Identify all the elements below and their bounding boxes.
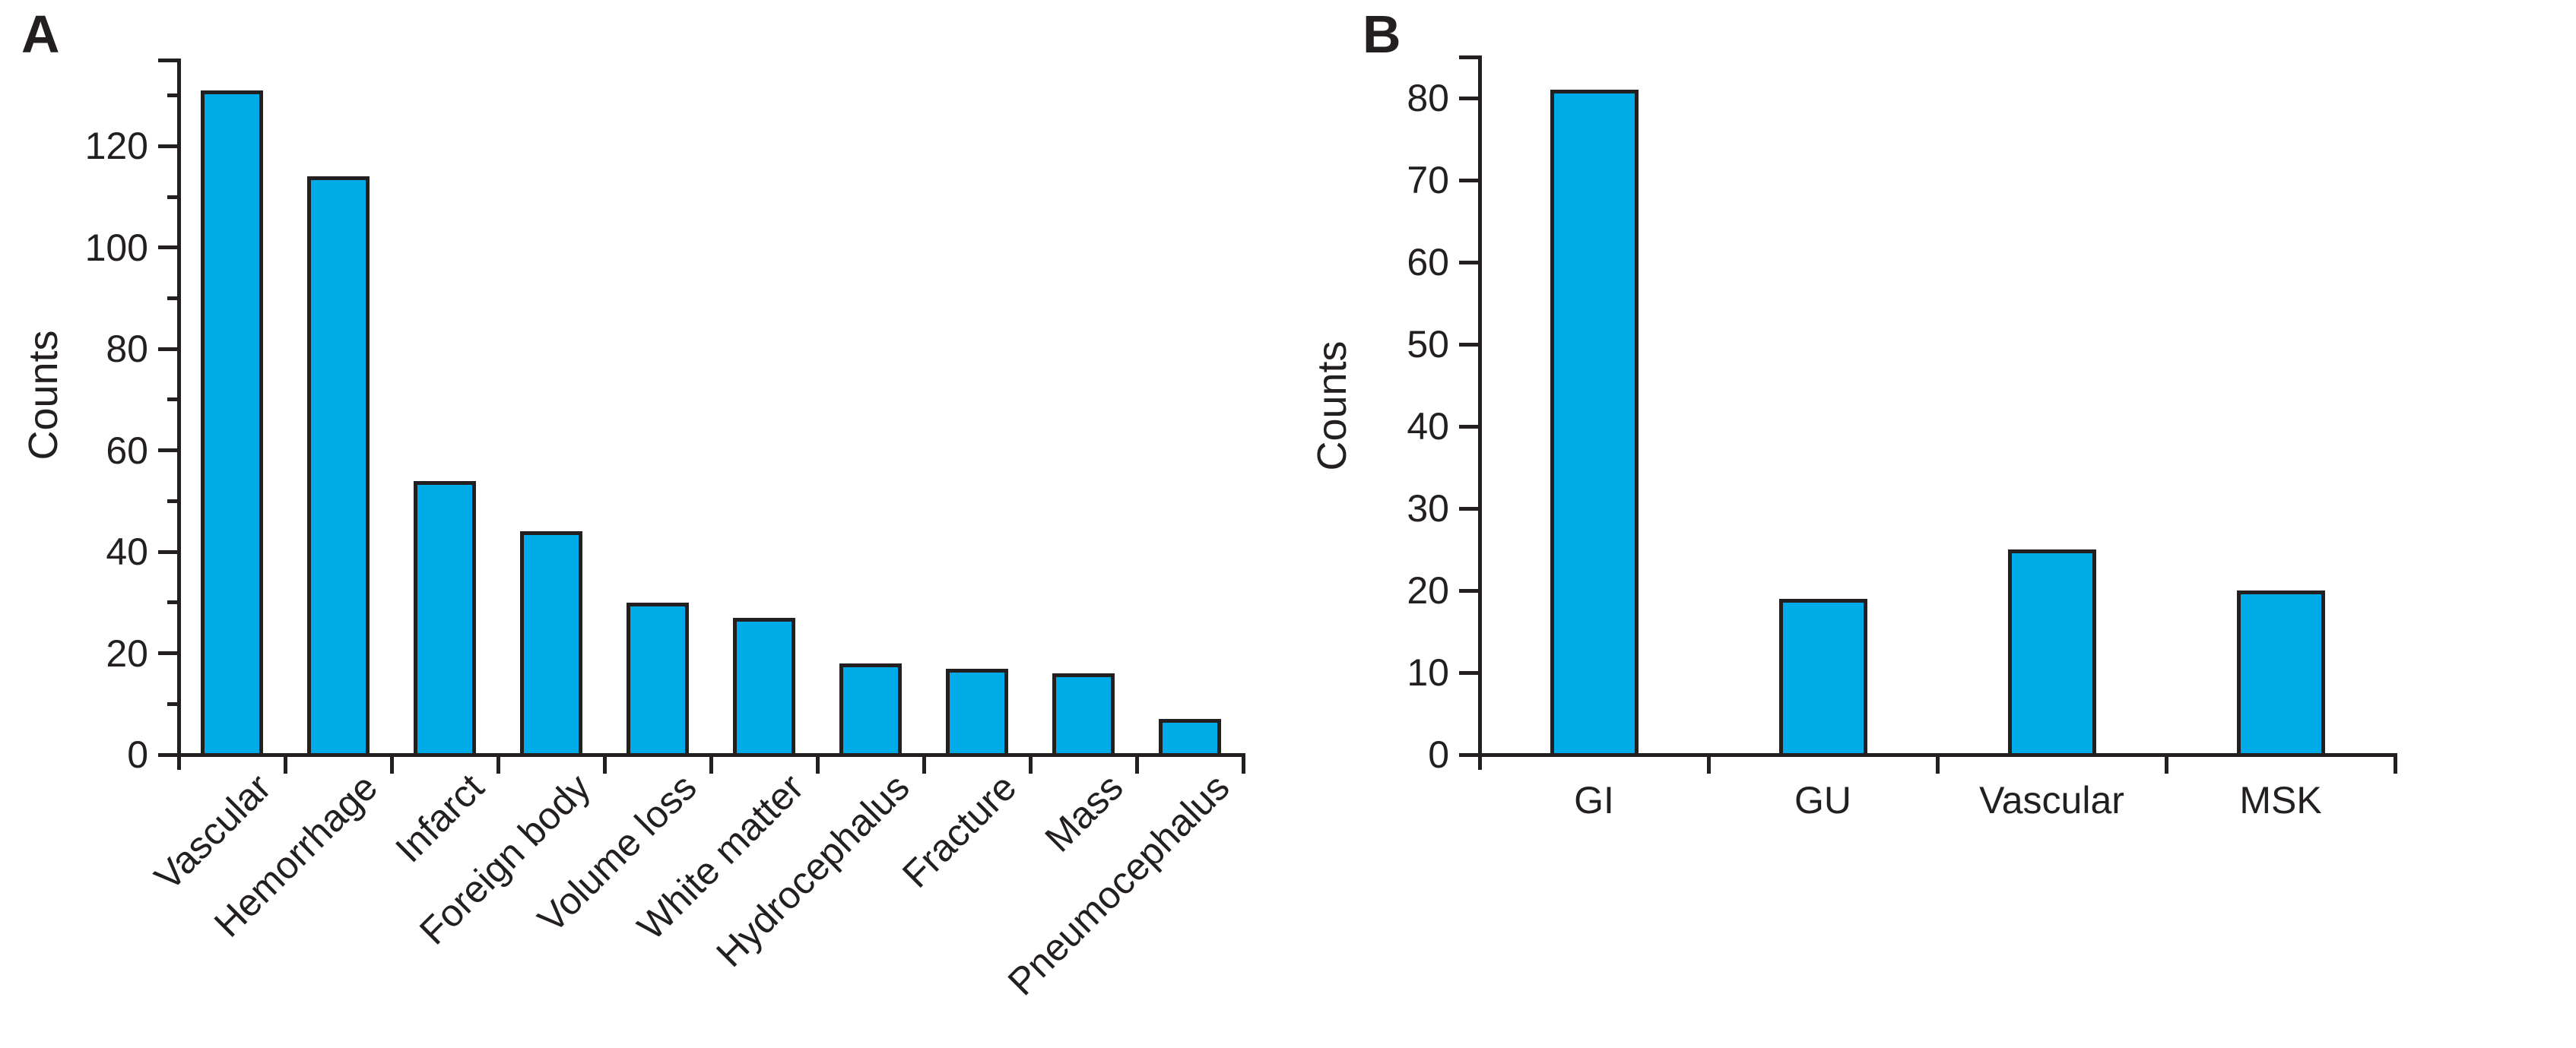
bar-infarct [414, 480, 476, 756]
bar-gu [1778, 598, 1867, 756]
x-axis-line [1477, 752, 2397, 757]
x-tick-5 [709, 756, 713, 774]
bar-volume-loss [627, 602, 689, 756]
y-tick-label-70: 70 [1407, 159, 1449, 201]
x-tick-8 [1028, 756, 1033, 774]
y-minor-tick-110 [167, 195, 179, 199]
y-minor-tick-50 [167, 499, 179, 503]
y-major-tick-120 [158, 144, 179, 148]
x-tick-4 [2393, 756, 2397, 774]
panel-letter-b: B [1363, 5, 1401, 64]
y-tick-label-100: 100 [84, 226, 148, 269]
y-tick-label-80: 80 [106, 328, 148, 371]
y-tick-label-20: 20 [106, 632, 148, 675]
x-tick-1 [1706, 756, 1711, 774]
y-major-tick-40 [158, 549, 179, 554]
y-tick-label-50: 50 [1407, 323, 1449, 366]
y-major-tick-100 [158, 245, 179, 250]
y-major-tick-80 [1459, 96, 1480, 100]
x-tick-4 [602, 756, 607, 774]
y-tick-label-60: 60 [1407, 241, 1449, 283]
y-tick-label-40: 40 [106, 530, 148, 574]
y-tick-label-0: 0 [1428, 733, 1449, 776]
bar-white-matter [733, 617, 795, 756]
y-tick-label-0: 0 [127, 733, 148, 776]
bar-pneumocephalus [1159, 719, 1221, 756]
x-tick-3 [496, 756, 500, 774]
y-major-tick-70 [1459, 178, 1480, 182]
x-tick-2 [1935, 756, 1940, 774]
x-tick-1 [283, 756, 287, 774]
x-tick-2 [389, 756, 394, 774]
x-tick-7 [922, 756, 926, 774]
y-major-tick-50 [1459, 342, 1480, 347]
y-tick-label-80: 80 [1407, 77, 1449, 119]
x-category-label-vascular: Vascular [1979, 779, 2124, 822]
y-tick-label-120: 120 [84, 125, 148, 168]
y-major-tick-20 [1459, 588, 1480, 593]
y-axis-line [176, 60, 181, 770]
bar-vascular [201, 90, 263, 756]
y-minor-tick-90 [167, 296, 179, 301]
x-category-label-gi: GI [1574, 779, 1614, 822]
bar-hemorrhage [307, 176, 370, 756]
x-category-label-gu: GU [1794, 779, 1851, 822]
bar-gi [1550, 90, 1639, 756]
y-tick-label-30: 30 [1407, 487, 1449, 530]
y-tick-label-20: 20 [1407, 569, 1449, 612]
x-category-label-msk: MSK [2239, 779, 2322, 822]
y-axis-line [1477, 57, 1482, 770]
y-major-tick-30 [1459, 506, 1480, 511]
y-minor-tick-10 [167, 701, 179, 706]
y-major-tick-80 [158, 347, 179, 351]
panel-letter-a: A [21, 5, 60, 64]
y-major-tick-60 [1459, 260, 1480, 264]
y-major-tick-40 [1459, 424, 1480, 429]
y-minor-tick-70 [167, 397, 179, 402]
bar-msk [2236, 590, 2325, 756]
y-major-tick-0 [158, 752, 179, 757]
y-axis-end-cap [158, 58, 181, 62]
x-axis-line [176, 752, 1245, 757]
y-tick-label-10: 10 [1407, 651, 1449, 694]
y-minor-tick-30 [167, 600, 179, 605]
x-tick-3 [2164, 756, 2168, 774]
y-minor-tick-130 [167, 93, 179, 98]
y-axis-end-cap [1459, 55, 1482, 59]
y-major-tick-10 [1459, 670, 1480, 675]
y-tick-label-60: 60 [106, 429, 148, 472]
y-major-tick-20 [158, 651, 179, 656]
bar-mass [1052, 673, 1115, 756]
x-tick-6 [815, 756, 820, 774]
bar-foreign-body [520, 531, 582, 756]
y-major-tick-0 [1459, 752, 1480, 757]
y-major-tick-60 [158, 448, 179, 453]
y-tick-label-40: 40 [1407, 405, 1449, 448]
bar-vascular [2007, 549, 2096, 756]
x-tick-9 [1134, 756, 1139, 774]
x-tick-10 [1241, 756, 1245, 774]
bar-hydrocephalus [839, 663, 902, 756]
bar-fracture [946, 668, 1008, 756]
